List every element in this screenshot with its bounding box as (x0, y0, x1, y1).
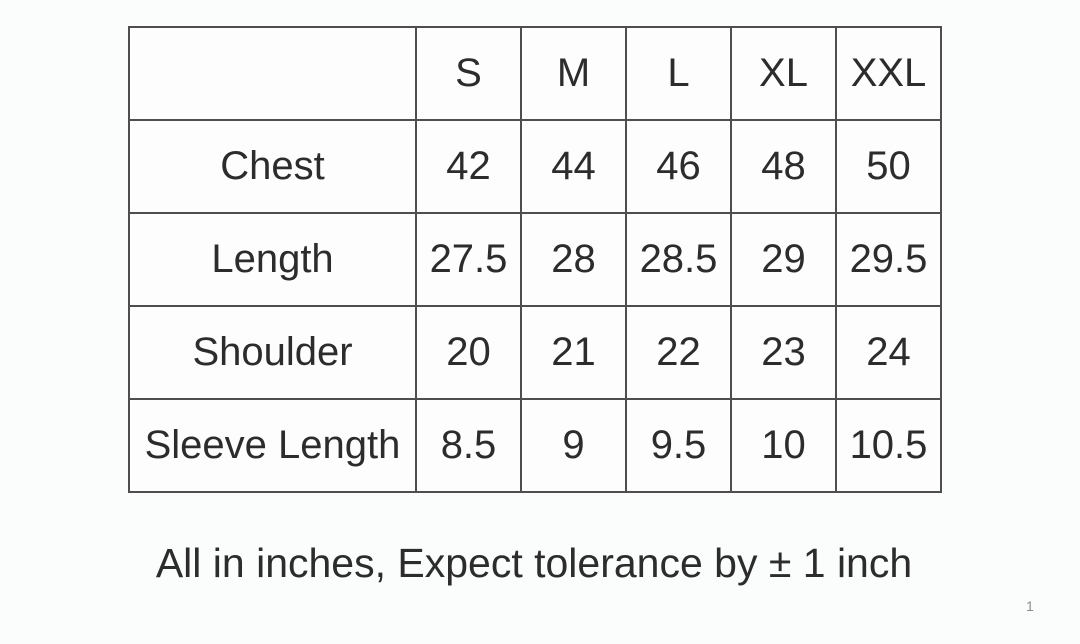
cell-chest-l: 46 (625, 119, 732, 214)
cell-chest-s: 42 (415, 119, 522, 214)
cell-length-xxl: 29.5 (835, 212, 942, 307)
cell-length-m: 28 (520, 212, 627, 307)
size-header-l: L (625, 26, 732, 121)
cell-shoulder-s: 20 (415, 305, 522, 400)
table-row-sleeve-length: Sleeve Length 8.5 9 9.5 10 10.5 (128, 398, 942, 493)
cell-sleeve-xxl: 10.5 (835, 398, 942, 493)
tolerance-note: All in inches, Expect tolerance by ± 1 i… (155, 540, 913, 586)
table-row-chest: Chest 42 44 46 48 50 (128, 119, 942, 214)
row-label-shoulder: Shoulder (128, 305, 417, 400)
row-label-chest: Chest (128, 119, 417, 214)
page-number: 1 (1026, 598, 1034, 614)
cell-chest-xxl: 50 (835, 119, 942, 214)
size-header-m: M (520, 26, 627, 121)
corner-cell (128, 26, 417, 121)
cell-sleeve-l: 9.5 (625, 398, 732, 493)
cell-sleeve-s: 8.5 (415, 398, 522, 493)
header-row: S M L XL XXL (128, 26, 942, 121)
cell-shoulder-m: 21 (520, 305, 627, 400)
size-header-xl: XL (730, 26, 837, 121)
cell-shoulder-l: 22 (625, 305, 732, 400)
cell-length-l: 28.5 (625, 212, 732, 307)
cell-length-s: 27.5 (415, 212, 522, 307)
cell-chest-m: 44 (520, 119, 627, 214)
cell-length-xl: 29 (730, 212, 837, 307)
cell-sleeve-xl: 10 (730, 398, 837, 493)
row-label-sleeve-length: Sleeve Length (128, 398, 417, 493)
cell-sleeve-m: 9 (520, 398, 627, 493)
row-label-length: Length (128, 212, 417, 307)
cell-shoulder-xl: 23 (730, 305, 837, 400)
size-header-xxl: XXL (835, 26, 942, 121)
table-row-length: Length 27.5 28 28.5 29 29.5 (128, 212, 942, 307)
cell-chest-xl: 48 (730, 119, 837, 214)
cell-shoulder-xxl: 24 (835, 305, 942, 400)
size-header-s: S (415, 26, 522, 121)
size-chart-table: S M L XL XXL Chest 42 44 46 48 50 Length… (128, 26, 942, 493)
table-row-shoulder: Shoulder 20 21 22 23 24 (128, 305, 942, 400)
